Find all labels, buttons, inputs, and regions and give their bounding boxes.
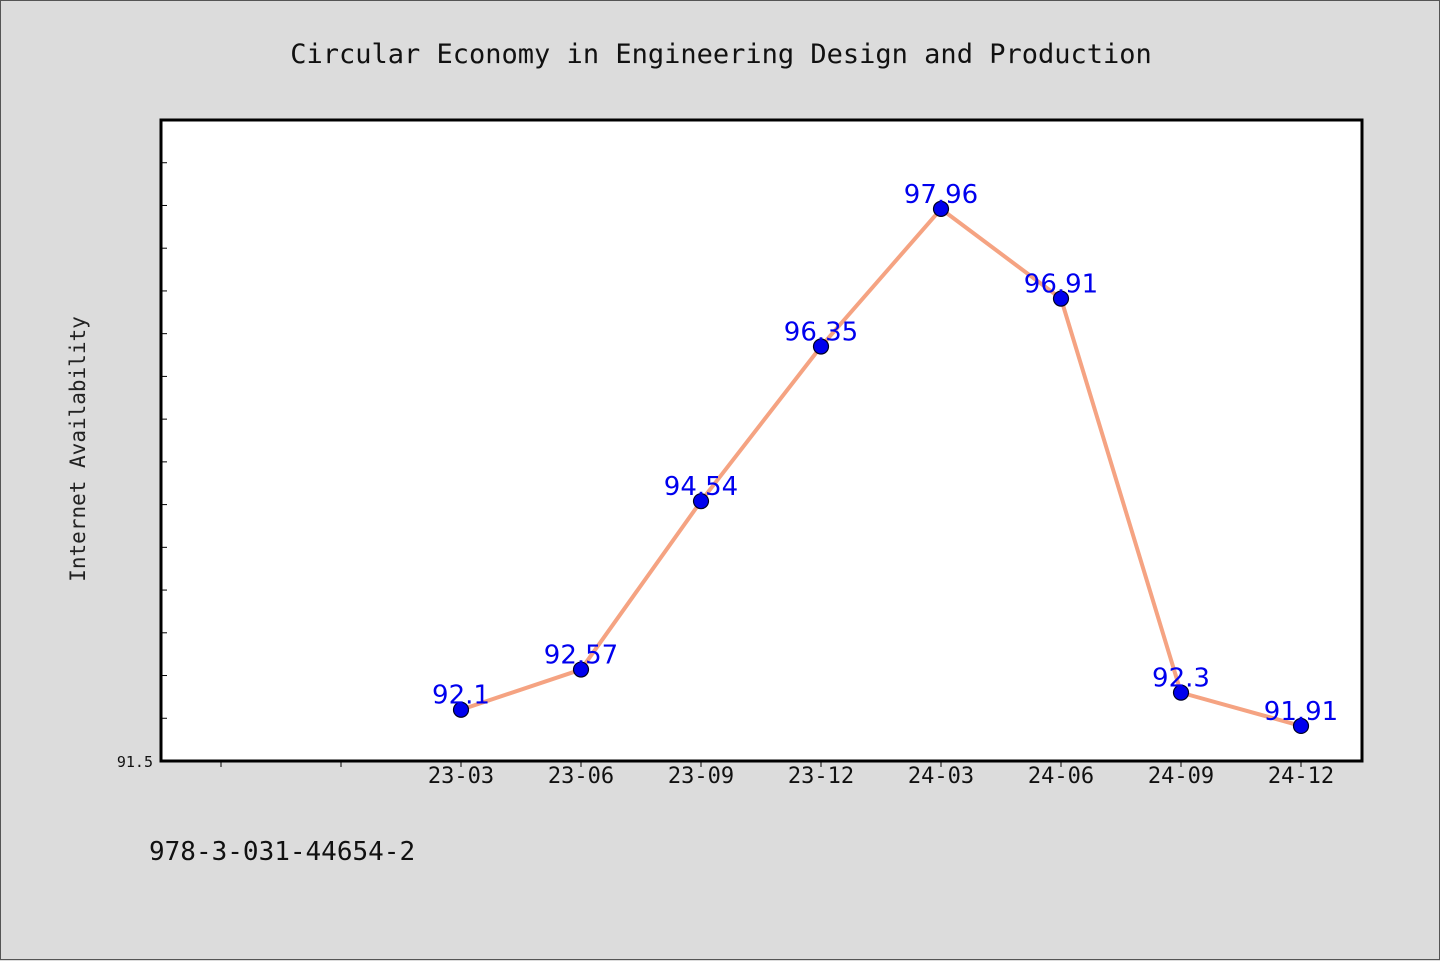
data-point xyxy=(812,338,830,355)
x-tick-label: 23-03 xyxy=(428,764,494,789)
data-label: 96.35 xyxy=(784,317,858,347)
x-tick-label: 23-09 xyxy=(668,764,734,789)
y-axis-ticks xyxy=(161,162,167,719)
series-line xyxy=(459,206,1303,728)
data-label: 96.91 xyxy=(1024,270,1098,300)
y-tick-label: 91.5 xyxy=(117,753,153,771)
data-point xyxy=(572,661,590,678)
x-tick-label: 24-03 xyxy=(908,764,974,789)
x-tick-label: 24-09 xyxy=(1148,764,1214,789)
data-label: 94.54 xyxy=(664,472,738,502)
data-point xyxy=(1172,684,1190,701)
data-point xyxy=(1052,290,1070,307)
x-tick-label: 24-12 xyxy=(1268,764,1334,789)
data-point xyxy=(692,493,710,510)
x-tick-label: 24-06 xyxy=(1028,764,1094,789)
data-label: 92.3 xyxy=(1152,664,1210,694)
x-tick-label: 23-12 xyxy=(788,764,854,789)
x-axis-ticks xyxy=(220,761,1302,767)
data-point xyxy=(452,701,470,718)
data-label: 97.96 xyxy=(904,180,978,210)
x-tick-label: 23-06 xyxy=(548,764,614,789)
data-point xyxy=(1292,717,1310,735)
footnote-isbn: 978-3-031-44654-2 xyxy=(149,837,416,867)
data-label: 91.91 xyxy=(1264,697,1338,727)
plot-area xyxy=(159,118,1364,763)
x-axis-tick-labels: 23-03 23-06 23-09 23-12 24-03 24-06 24-09 24-12 xyxy=(428,764,1334,789)
data-label: 92.1 xyxy=(432,681,490,711)
data-labels: 92.1 92.57 94.54 96.35 97.96 96.91 92.3 91.91 xyxy=(432,180,1338,727)
series-line-group xyxy=(459,206,1303,728)
chart-title: Circular Economy in Engineering Design a… xyxy=(290,39,1152,70)
data-point xyxy=(932,200,950,217)
data-label: 92.57 xyxy=(544,641,618,671)
y-axis-label: Internet Availability xyxy=(66,316,90,582)
data-markers xyxy=(452,200,1310,735)
